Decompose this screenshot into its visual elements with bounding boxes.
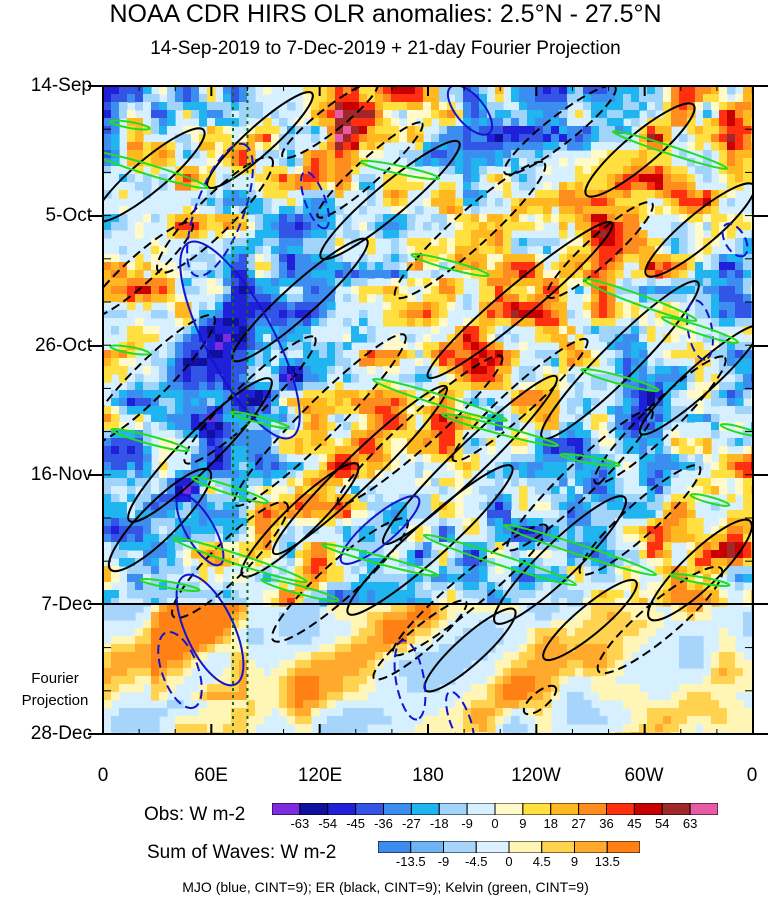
y-tick-label: 28-Dec bbox=[30, 723, 92, 744]
colorbar-tick-label: -18 bbox=[429, 816, 449, 831]
colorbar-tick-label: -36 bbox=[374, 816, 393, 831]
colorbar-swatch bbox=[494, 803, 524, 815]
colorbar-tick-label: 18 bbox=[543, 816, 558, 831]
olr-anomaly-field bbox=[103, 86, 753, 734]
colorbar-tick-label: -4.5 bbox=[465, 854, 488, 869]
plot-axes bbox=[88, 85, 768, 735]
y-tick-label: 16-Nov bbox=[30, 464, 92, 485]
colorbar-swatch bbox=[661, 803, 691, 815]
colorbar-swatch bbox=[443, 841, 477, 853]
colorbar-swatch bbox=[383, 803, 412, 815]
chart-title: NOAA CDR HIRS OLR anomalies: 2.5°N - 27.… bbox=[109, 0, 662, 28]
colorbar-swatch bbox=[410, 841, 444, 853]
colorbar-tick-label: 45 bbox=[627, 816, 642, 831]
fourier-label-line2: Projection bbox=[21, 692, 89, 709]
colorbar-tick-label: 0 bbox=[505, 854, 513, 869]
x-tick-label: 120E bbox=[297, 765, 343, 786]
colorbar-swatch bbox=[574, 841, 608, 853]
colorbar-swatch bbox=[438, 803, 468, 815]
colorbar-swatch bbox=[606, 841, 640, 853]
waves-colorbar bbox=[378, 841, 640, 853]
fourier-projection-label: Fourier Projection bbox=[10, 668, 100, 712]
colorbar-tick-label: -9 bbox=[437, 854, 450, 869]
colorbar-tick-label: 63 bbox=[682, 816, 698, 831]
colorbar-tick-label: 9 bbox=[519, 816, 527, 831]
y-tick-label: 7-Dec bbox=[41, 594, 92, 615]
colorbar-swatch bbox=[689, 803, 718, 815]
colorbar-tick-label: 0 bbox=[491, 816, 499, 831]
colorbar-tick-label: 36 bbox=[599, 816, 614, 831]
obs-colorbar bbox=[272, 803, 718, 815]
colorbar-swatch bbox=[378, 841, 412, 853]
x-tick-label: 60W bbox=[624, 765, 664, 786]
x-tick-label: 0 bbox=[97, 765, 109, 786]
colorbar-swatch bbox=[578, 803, 607, 815]
x-tick-label: 180 bbox=[412, 765, 444, 786]
x-tick-label: 120W bbox=[511, 765, 561, 786]
y-tick-label: 5-Oct bbox=[45, 205, 92, 226]
colorbar-swatch bbox=[410, 803, 440, 815]
colorbar-swatch bbox=[508, 841, 543, 853]
colorbar-tick-label: -9 bbox=[461, 816, 473, 831]
y-tick-label: 14-Sep bbox=[30, 75, 92, 96]
colorbar-tick-label: -27 bbox=[401, 816, 421, 831]
chart-subtitle: 14-Sep-2019 to 7-Dec-2019 + 21-day Fouri… bbox=[150, 38, 621, 59]
colorbar-tick-label: -54 bbox=[318, 816, 338, 831]
colorbar-tick-label: 54 bbox=[655, 816, 670, 831]
colorbar-swatch bbox=[272, 803, 301, 815]
waves-colorbar-title: Sum of Waves: W m-2 bbox=[147, 842, 337, 863]
colorbar-tick-label: -13.5 bbox=[395, 854, 426, 869]
colorbar-tick-label: -45 bbox=[346, 816, 366, 831]
colorbar-swatch bbox=[327, 803, 357, 815]
colorbar-tick-label: 13.5 bbox=[594, 854, 620, 869]
obs-colorbar-title: Obs: W m-2 bbox=[144, 804, 246, 825]
wave-contours bbox=[103, 86, 753, 734]
colorbar-swatch bbox=[299, 803, 329, 815]
colorbar-tick-label: 27 bbox=[571, 816, 586, 831]
colorbar-swatch bbox=[550, 803, 580, 815]
x-tick-label: 60E bbox=[194, 765, 228, 786]
colorbar-tick-label: 9 bbox=[570, 854, 579, 869]
fourier-label-line1: Fourier bbox=[31, 670, 79, 687]
colorbar-swatch bbox=[633, 803, 663, 815]
contours-caption: MJO (blue, CINT=9); ER (black, CINT=9); … bbox=[182, 879, 589, 895]
y-tick-label: 26-Oct bbox=[34, 335, 92, 356]
colorbar-swatch bbox=[475, 841, 510, 853]
colorbar-swatch bbox=[466, 803, 496, 815]
colorbar-tick-label: -63 bbox=[290, 816, 310, 831]
colorbar-swatch bbox=[606, 803, 635, 815]
x-tick-label: 0 bbox=[746, 765, 758, 786]
colorbar-swatch bbox=[541, 841, 575, 853]
colorbar-swatch bbox=[355, 803, 384, 815]
colorbar-tick-label: 4.5 bbox=[532, 854, 551, 869]
colorbar-swatch bbox=[522, 803, 552, 815]
